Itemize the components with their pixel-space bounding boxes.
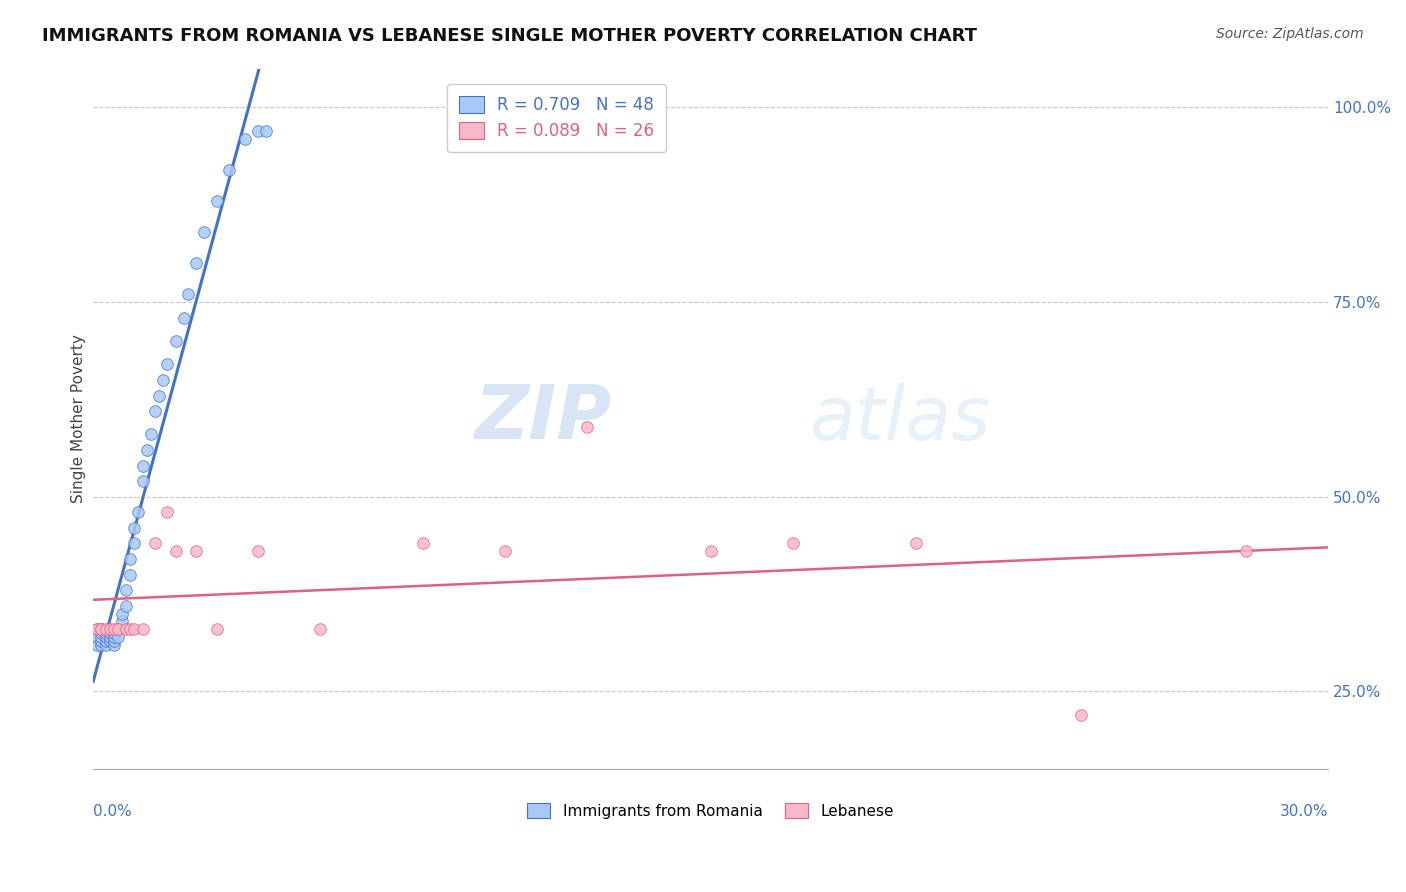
Point	[94, 622, 117, 636]
Point	[308, 622, 330, 636]
Point	[86, 622, 108, 636]
Text: IMMIGRANTS FROM ROMANIA VS LEBANESE SINGLE MOTHER POVERTY CORRELATION CHART: IMMIGRANTS FROM ROMANIA VS LEBANESE SING…	[42, 27, 977, 45]
Point	[905, 536, 928, 550]
Point	[235, 131, 257, 145]
Point	[143, 404, 166, 418]
Point	[143, 536, 166, 550]
Point	[124, 521, 146, 535]
Point	[103, 633, 125, 648]
Point	[98, 626, 121, 640]
Y-axis label: Single Mother Poverty: Single Mother Poverty	[72, 334, 86, 503]
Point	[135, 443, 157, 458]
Point	[111, 607, 134, 621]
Point	[173, 310, 195, 325]
Point	[115, 583, 138, 598]
Point	[131, 458, 153, 473]
Point	[90, 638, 112, 652]
Point	[90, 626, 112, 640]
Point	[1234, 544, 1257, 558]
Point	[576, 419, 599, 434]
Point	[107, 622, 129, 636]
Point	[103, 626, 125, 640]
Point	[156, 358, 179, 372]
Text: 0.0%: 0.0%	[93, 805, 132, 820]
Point	[218, 162, 240, 177]
Point	[184, 544, 207, 558]
Point	[165, 334, 187, 348]
Point	[120, 552, 142, 566]
Point	[177, 287, 200, 301]
Point	[90, 622, 112, 636]
Point	[494, 544, 516, 558]
Text: ZIP: ZIP	[475, 383, 612, 456]
Point	[131, 622, 153, 636]
Point	[205, 194, 228, 208]
Legend: Immigrants from Romania, Lebanese: Immigrants from Romania, Lebanese	[522, 797, 900, 825]
Point	[94, 626, 117, 640]
Point	[139, 427, 162, 442]
Point	[156, 505, 179, 519]
Point	[98, 630, 121, 644]
Text: atlas: atlas	[810, 383, 991, 455]
Point	[90, 633, 112, 648]
Point	[90, 630, 112, 644]
Point	[90, 622, 112, 636]
Point	[115, 599, 138, 613]
Point	[86, 638, 108, 652]
Point	[103, 630, 125, 644]
Point	[86, 622, 108, 636]
Point	[94, 630, 117, 644]
Point	[782, 536, 804, 550]
Point	[94, 638, 117, 652]
Point	[111, 615, 134, 629]
Point	[165, 544, 187, 558]
Point	[98, 633, 121, 648]
Point	[115, 622, 138, 636]
Point	[86, 630, 108, 644]
Point	[699, 544, 721, 558]
Point	[184, 256, 207, 270]
Point	[107, 630, 129, 644]
Point	[90, 622, 112, 636]
Text: Source: ZipAtlas.com: Source: ZipAtlas.com	[1216, 27, 1364, 41]
Point	[124, 536, 146, 550]
Point	[148, 388, 170, 402]
Point	[193, 225, 215, 239]
Point	[412, 536, 434, 550]
Point	[246, 544, 269, 558]
Point	[103, 622, 125, 636]
Point	[103, 638, 125, 652]
Point	[131, 474, 153, 488]
Point	[120, 622, 142, 636]
Point	[98, 622, 121, 636]
Point	[205, 622, 228, 636]
Point	[152, 373, 174, 387]
Point	[127, 505, 149, 519]
Point	[254, 124, 277, 138]
Point	[1070, 707, 1092, 722]
Point	[94, 633, 117, 648]
Text: 30.0%: 30.0%	[1279, 805, 1329, 820]
Point	[124, 622, 146, 636]
Point	[246, 124, 269, 138]
Point	[120, 567, 142, 582]
Point	[107, 622, 129, 636]
